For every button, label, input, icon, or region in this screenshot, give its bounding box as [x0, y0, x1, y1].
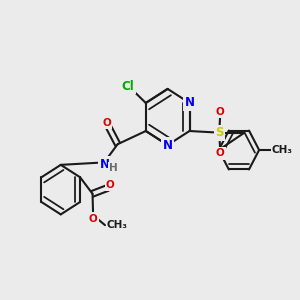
Text: O: O: [216, 107, 224, 117]
Text: CH₃: CH₃: [272, 145, 293, 155]
Text: S: S: [215, 126, 224, 139]
Text: H: H: [110, 163, 118, 173]
Text: N: N: [100, 158, 110, 170]
Text: N: N: [184, 96, 194, 110]
Text: O: O: [216, 148, 224, 158]
Text: Cl: Cl: [122, 80, 134, 93]
Text: O: O: [102, 118, 111, 128]
Text: O: O: [106, 179, 115, 190]
Text: N: N: [163, 139, 173, 152]
Text: O: O: [89, 214, 98, 224]
Text: CH₃: CH₃: [106, 220, 128, 230]
